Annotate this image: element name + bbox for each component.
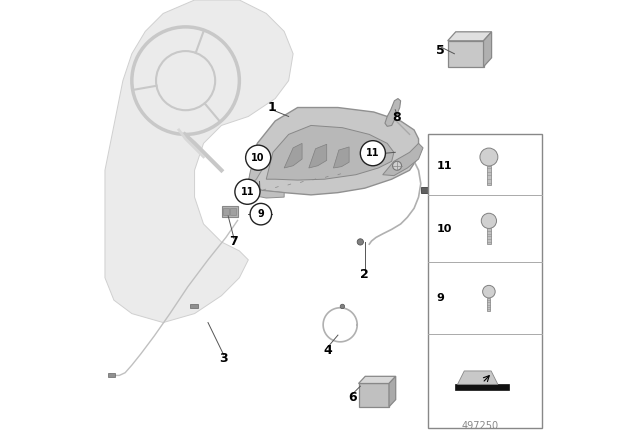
Bar bbox=[421, 187, 430, 193]
Polygon shape bbox=[389, 376, 396, 407]
Bar bbox=[230, 208, 236, 215]
Polygon shape bbox=[358, 376, 396, 383]
Bar bbox=[487, 166, 491, 185]
Polygon shape bbox=[244, 184, 284, 198]
Circle shape bbox=[357, 239, 364, 245]
Text: 6: 6 bbox=[348, 391, 356, 405]
Polygon shape bbox=[105, 0, 293, 323]
Bar bbox=[190, 304, 198, 308]
Polygon shape bbox=[284, 143, 302, 168]
Text: 9: 9 bbox=[257, 209, 264, 219]
Circle shape bbox=[480, 148, 498, 166]
Text: 2: 2 bbox=[360, 267, 369, 281]
Text: 11: 11 bbox=[366, 148, 380, 158]
Polygon shape bbox=[248, 157, 264, 184]
Bar bbox=[222, 206, 238, 217]
Text: 3: 3 bbox=[220, 352, 228, 365]
Circle shape bbox=[246, 145, 271, 170]
Polygon shape bbox=[309, 144, 327, 168]
Polygon shape bbox=[448, 32, 492, 41]
Circle shape bbox=[360, 141, 385, 166]
Text: 8: 8 bbox=[393, 111, 401, 124]
Bar bbox=[428, 134, 541, 428]
Text: 5: 5 bbox=[436, 43, 444, 57]
Text: 9: 9 bbox=[436, 293, 444, 303]
Circle shape bbox=[392, 161, 401, 170]
Circle shape bbox=[340, 304, 345, 309]
Text: 11: 11 bbox=[241, 187, 254, 197]
Bar bbox=[223, 208, 228, 215]
Polygon shape bbox=[248, 108, 419, 195]
Bar bbox=[487, 298, 490, 311]
Circle shape bbox=[481, 213, 497, 228]
Polygon shape bbox=[266, 125, 394, 180]
Text: 11: 11 bbox=[436, 161, 452, 172]
Polygon shape bbox=[333, 147, 349, 168]
Circle shape bbox=[483, 285, 495, 298]
Polygon shape bbox=[385, 99, 401, 126]
Polygon shape bbox=[484, 32, 492, 67]
Text: 4: 4 bbox=[324, 344, 332, 357]
Text: 497250: 497250 bbox=[462, 422, 499, 431]
Polygon shape bbox=[458, 371, 498, 384]
Bar bbox=[108, 373, 115, 377]
Bar bbox=[358, 383, 389, 407]
Bar bbox=[487, 228, 491, 244]
Circle shape bbox=[250, 203, 271, 225]
Bar bbox=[455, 384, 509, 390]
Text: 1: 1 bbox=[268, 101, 276, 114]
Polygon shape bbox=[383, 143, 423, 176]
Bar bbox=[448, 41, 484, 67]
Text: 10: 10 bbox=[436, 224, 452, 234]
Text: 7: 7 bbox=[230, 234, 238, 248]
Circle shape bbox=[235, 179, 260, 204]
Text: 10: 10 bbox=[252, 153, 265, 163]
